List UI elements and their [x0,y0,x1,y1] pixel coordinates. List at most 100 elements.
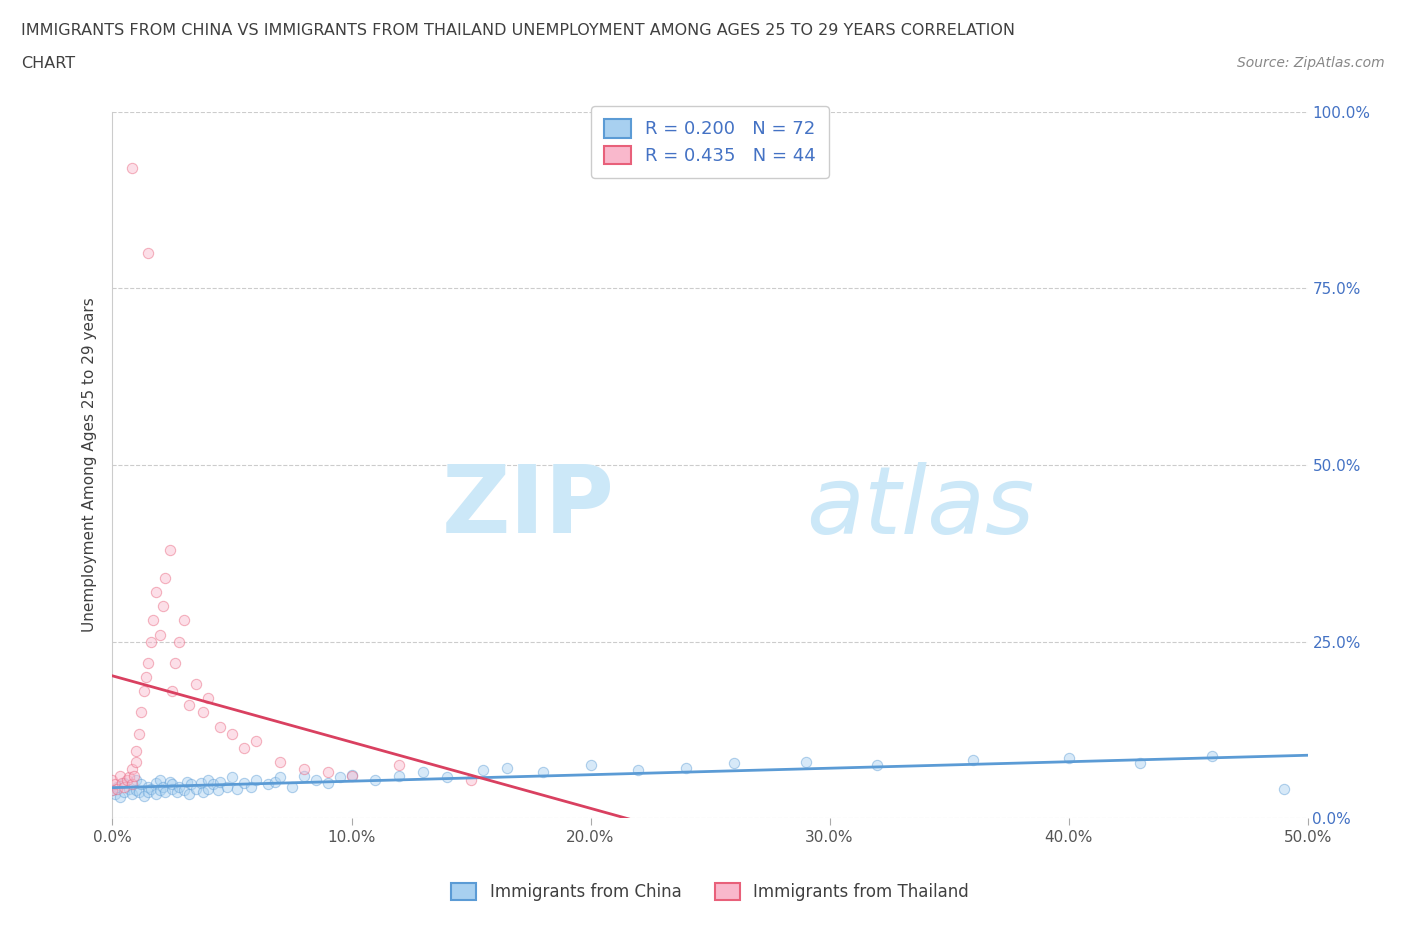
Point [245,772,267,787]
Point [197,781,219,796]
Point [138,784,160,799]
Point [340,768,363,783]
Point [142,613,165,628]
Point [118,781,141,796]
Point [460,772,482,787]
Point [121,786,143,801]
Point [340,767,363,782]
Point [108,768,131,783]
Point [122,768,145,783]
Point [472,763,495,777]
Point [675,760,697,775]
Point [138,656,160,671]
Point [125,754,148,769]
Point [269,754,291,769]
Point [152,599,174,614]
Y-axis label: Unemployment Among Ages 25 to 29 years: Unemployment Among Ages 25 to 29 years [82,298,97,632]
Point [866,758,889,773]
Point [193,784,215,799]
Point [316,765,339,780]
Point [105,781,128,796]
Point [1272,781,1295,796]
Point [225,781,247,796]
Point [159,774,181,789]
Point [1201,749,1223,764]
Point [125,744,148,759]
Point [177,786,200,801]
Point [121,762,143,777]
Point [177,698,200,712]
Point [169,779,191,794]
Point [1129,756,1152,771]
Point [118,770,141,785]
Point [129,705,152,720]
Point [132,789,155,804]
Point [180,777,202,792]
Point [125,772,148,787]
Point [101,783,124,798]
Point [101,772,124,787]
Text: ZIP: ZIP [441,461,614,553]
Point [105,779,128,794]
Point [245,733,267,748]
Point [162,777,183,792]
Point [627,763,650,777]
Point [114,779,135,794]
Point [209,774,232,789]
Point [132,684,155,698]
Point [138,779,160,794]
Point [169,634,191,649]
Point [209,719,232,734]
Point [176,774,198,789]
Point [292,768,315,783]
Point [190,776,212,790]
Point [121,161,143,176]
Point [794,754,817,769]
Point [531,765,554,780]
Point [121,777,143,792]
Text: CHART: CHART [21,56,75,71]
Point [162,781,183,796]
Point [723,756,745,771]
Point [173,783,195,798]
Point [364,772,387,787]
Point [153,571,176,586]
Point [115,772,138,787]
Point [217,779,239,794]
Point [128,726,150,741]
Point [221,726,243,741]
Point [201,777,224,792]
Point [221,770,243,785]
Point [292,762,315,777]
Point [104,786,127,801]
Point [128,784,150,799]
Text: atlas: atlas [806,462,1033,553]
Point [233,740,256,755]
Point [166,784,188,799]
Point [153,784,176,799]
Point [139,634,162,649]
Point [281,779,304,794]
Point [145,585,167,600]
Point [108,790,131,804]
Point [138,246,160,260]
Point [145,786,167,801]
Point [233,776,256,790]
Point [159,542,181,557]
Point [197,691,219,706]
Point [149,627,172,642]
Legend: Immigrants from China, Immigrants from Thailand: Immigrants from China, Immigrants from T… [444,876,976,908]
Point [139,781,162,796]
Point [101,783,124,798]
Text: Source: ZipAtlas.com: Source: ZipAtlas.com [1237,56,1385,70]
Text: IMMIGRANTS FROM CHINA VS IMMIGRANTS FROM THAILAND UNEMPLOYMENT AMONG AGES 25 TO : IMMIGRANTS FROM CHINA VS IMMIGRANTS FROM… [21,23,1015,38]
Point [111,776,134,790]
Point [388,758,411,773]
Point [114,776,135,790]
Point [269,770,291,785]
Point [496,760,519,775]
Point [1057,751,1080,765]
Point [173,613,195,628]
Point [149,783,172,798]
Point [240,779,263,794]
